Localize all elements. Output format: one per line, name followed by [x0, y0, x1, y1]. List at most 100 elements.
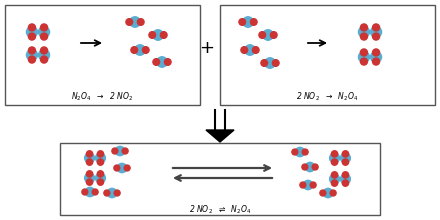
Circle shape [303, 180, 313, 190]
Circle shape [39, 50, 50, 60]
Circle shape [341, 153, 350, 163]
Circle shape [259, 32, 266, 38]
Circle shape [29, 33, 36, 40]
Circle shape [97, 171, 103, 177]
Circle shape [292, 149, 298, 155]
Circle shape [265, 58, 275, 68]
Circle shape [342, 180, 348, 186]
Circle shape [253, 47, 259, 53]
Circle shape [85, 187, 95, 197]
Text: 2 NO$_2$  $\rightarrow$  N$_2$O$_4$: 2 NO$_2$ $\rightarrow$ N$_2$O$_4$ [296, 91, 359, 103]
Circle shape [40, 33, 48, 40]
Circle shape [360, 58, 367, 65]
Circle shape [241, 47, 248, 53]
Circle shape [342, 159, 348, 165]
Circle shape [161, 32, 167, 38]
Circle shape [330, 153, 340, 163]
Circle shape [360, 33, 367, 40]
Circle shape [84, 153, 95, 163]
Circle shape [373, 49, 380, 56]
Circle shape [26, 26, 37, 37]
Circle shape [124, 165, 130, 171]
Circle shape [302, 164, 308, 170]
Circle shape [26, 50, 37, 60]
Circle shape [104, 190, 110, 196]
Circle shape [97, 179, 103, 185]
Circle shape [131, 47, 138, 53]
Circle shape [272, 60, 279, 66]
Circle shape [342, 151, 348, 157]
Circle shape [82, 189, 88, 195]
Circle shape [135, 45, 145, 55]
Circle shape [359, 51, 370, 62]
Circle shape [117, 163, 127, 173]
Circle shape [261, 60, 268, 66]
Circle shape [40, 56, 48, 63]
Circle shape [331, 172, 338, 178]
Circle shape [165, 59, 171, 65]
Circle shape [86, 159, 93, 165]
Circle shape [330, 190, 336, 196]
Circle shape [271, 32, 277, 38]
Circle shape [112, 148, 118, 154]
Circle shape [250, 19, 257, 25]
Circle shape [331, 151, 338, 157]
Circle shape [310, 182, 316, 188]
Circle shape [95, 173, 106, 183]
Circle shape [243, 17, 253, 27]
Circle shape [40, 24, 48, 31]
Circle shape [149, 32, 156, 38]
Circle shape [29, 24, 36, 31]
Circle shape [360, 24, 367, 31]
Circle shape [320, 190, 326, 196]
Circle shape [143, 47, 149, 53]
Circle shape [312, 164, 318, 170]
Circle shape [300, 182, 306, 188]
Circle shape [153, 59, 160, 65]
FancyBboxPatch shape [60, 143, 380, 215]
Circle shape [29, 56, 36, 63]
Circle shape [39, 26, 50, 37]
Circle shape [107, 188, 117, 198]
Circle shape [86, 151, 93, 157]
Circle shape [360, 49, 367, 56]
Circle shape [331, 180, 338, 186]
Text: +: + [199, 39, 215, 57]
Circle shape [157, 57, 167, 67]
Circle shape [342, 172, 348, 178]
Circle shape [373, 58, 380, 65]
Circle shape [95, 153, 106, 163]
Polygon shape [206, 130, 234, 142]
Circle shape [86, 171, 93, 177]
Circle shape [126, 19, 132, 25]
FancyBboxPatch shape [220, 5, 435, 105]
Circle shape [84, 173, 95, 183]
Circle shape [137, 19, 144, 25]
Circle shape [130, 17, 140, 27]
Circle shape [373, 24, 380, 31]
FancyBboxPatch shape [5, 5, 200, 105]
Circle shape [295, 147, 304, 157]
Circle shape [114, 190, 120, 196]
Circle shape [245, 45, 255, 55]
Circle shape [97, 151, 103, 157]
Circle shape [373, 33, 380, 40]
Circle shape [153, 30, 163, 40]
Circle shape [115, 146, 125, 156]
Circle shape [40, 47, 48, 54]
Circle shape [86, 179, 93, 185]
Circle shape [330, 174, 340, 184]
Circle shape [97, 159, 103, 165]
Circle shape [331, 159, 338, 165]
Circle shape [370, 51, 381, 62]
Circle shape [305, 162, 315, 172]
Circle shape [92, 189, 98, 195]
Circle shape [263, 30, 273, 40]
Circle shape [359, 26, 370, 37]
Text: N$_2$O$_4$  $\rightarrow$  2 NO$_2$: N$_2$O$_4$ $\rightarrow$ 2 NO$_2$ [71, 91, 134, 103]
Text: 2 NO$_2$  $\rightleftharpoons$  N$_2$O$_4$: 2 NO$_2$ $\rightleftharpoons$ N$_2$O$_4$ [189, 204, 251, 216]
Circle shape [29, 47, 36, 54]
Circle shape [114, 165, 120, 171]
Circle shape [239, 19, 246, 25]
Circle shape [370, 26, 381, 37]
